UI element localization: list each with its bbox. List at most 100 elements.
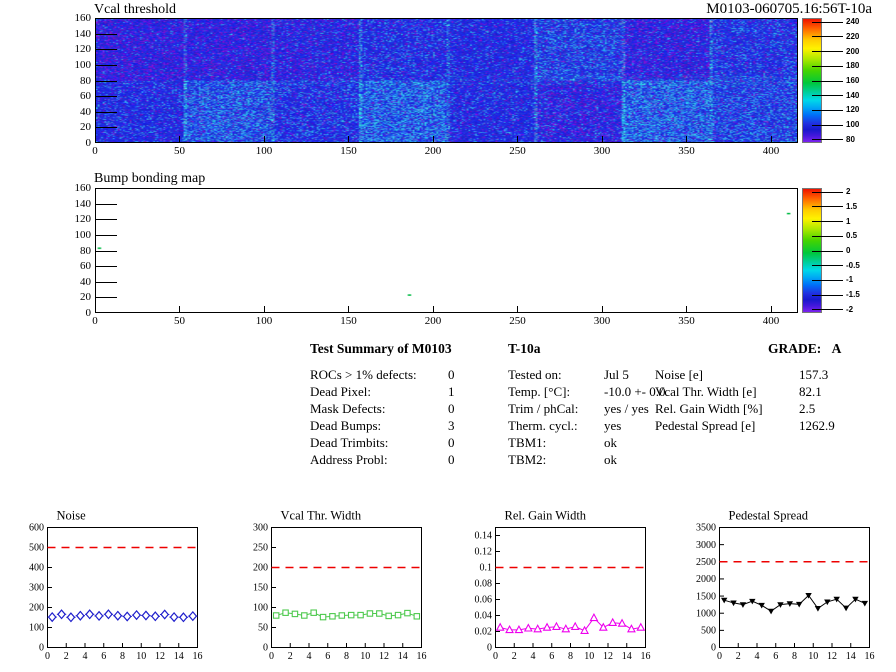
rel-gain-width-plot: Rel. Gain Width 0 0.02 0.04 0.06 0.08 0.1 0.12 0… (475, 509, 651, 663)
rel-gain-width-ytick-label: 0.02 (475, 627, 493, 638)
bump-bonding-colorbar-tick (812, 191, 843, 193)
vcal-threshold-colorbar-label: 180 (846, 61, 860, 71)
summary-conditions-value: ok (604, 452, 617, 467)
vcal-threshold-colorbar-tick (812, 65, 843, 67)
vcal-threshold-ytick (95, 64, 117, 66)
noise-marker (179, 612, 188, 623)
pedestal-spread-marker (739, 602, 747, 608)
pedestal-spread-ytick-label: 1500 (696, 591, 716, 602)
bump-bonding-colorbar-tick (812, 265, 843, 267)
pedestal-spread-xtick-label: 14 (846, 651, 856, 662)
pedestal-spread-xtick-label: 2 (736, 651, 741, 662)
rel-gain-width-title: Rel. Gain Width (505, 509, 587, 523)
bump-bonding-xtick (263, 306, 265, 312)
summary-conditions-value: yes (604, 418, 622, 433)
vcal-thr-width-xtick-label: 0 (269, 651, 274, 662)
bump-bonding-xtick (432, 306, 434, 312)
vcal-threshold-colorbar-tick (812, 36, 843, 38)
summary-conditions-label: Tested on: (508, 367, 562, 382)
rel-gain-width-marker (608, 617, 618, 626)
vcal-threshold-colorbar-tick (812, 80, 843, 82)
bump-bonding-ytick-label: 40 (80, 275, 91, 288)
summary-conditions-value: -10.0 +- 0.0 (604, 384, 666, 399)
pedestal-spread-xtick-label: 0 (717, 651, 722, 662)
vcal-thr-width-xtick-label: 4 (307, 651, 312, 662)
bump-bonding-colorbar-tick (812, 294, 843, 296)
grade: GRADE: A (768, 341, 841, 357)
noise-marker (47, 611, 57, 623)
noise-ytick-label: 500 (29, 543, 44, 554)
bump-bonding-ytick (95, 266, 117, 268)
rel-gain-width-marker (589, 612, 599, 622)
grade-value: A (831, 341, 842, 356)
vcal-threshold-ytick-label: 80 (80, 74, 91, 87)
vcal-threshold-colorbar-tick (812, 21, 843, 23)
vcal-threshold-xtick (601, 136, 603, 142)
pedestal-spread-title: Pedestal Spread (729, 509, 809, 523)
bump-bonding-colorbar-label: -1 (846, 275, 854, 285)
bump-bonding-xtick (179, 306, 181, 312)
vcal-thr-width-marker (329, 613, 336, 620)
rel-gain-width-marker (533, 624, 543, 633)
bump-bonding-ytick-label: 140 (74, 197, 92, 210)
vcal-thr-width-marker (272, 612, 280, 619)
bump-bonding-xtick (770, 306, 772, 312)
rel-gain-width-marker (627, 624, 636, 633)
bump-bonding-plot-area (95, 188, 798, 313)
rel-gain-width-marker (542, 622, 552, 631)
vcal-thr-width-xtick-label: 6 (325, 651, 330, 662)
bump-bonding-colorbar-tick (812, 235, 843, 237)
vcal-thr-width-xtick-label: 2 (288, 651, 293, 662)
vcal-thr-width-plot: Vcal Thr. Width 0 50 100 150 200 250 300 0 2 4 6 8 10… (253, 509, 427, 663)
bump-bonding-colorbar-tick (812, 221, 843, 223)
noise-title: Noise (57, 509, 87, 523)
bump-bonding-colorbar-label: 2 (846, 187, 851, 197)
noise-xtick-label: 2 (64, 651, 69, 662)
noise-ytick-label: 200 (29, 603, 44, 614)
bump-bonding-colorbar-label: -1.5 (846, 290, 860, 300)
vcal-threshold-colorbar-label: 120 (846, 105, 860, 115)
vcal-threshold-colorbar-label: 200 (846, 46, 860, 56)
summary-conditions-label: Therm. cycl.: (508, 418, 578, 433)
bump-bonding-xtick-label: 350 (678, 315, 695, 327)
vcal-thr-width-ytick-label: 100 (253, 603, 268, 614)
pedestal-spread-ytick-label: 0 (711, 643, 716, 654)
vcal-thr-width-marker (319, 613, 327, 621)
vcal-thr-width-ytick-label: 250 (253, 543, 268, 554)
summary-results-label: Pedestal Spread [e] (655, 418, 756, 433)
pedestal-spread-marker (861, 600, 869, 607)
summary-defects-label: Dead Trimbits: (310, 435, 389, 450)
bump-bonding-ytick (95, 203, 117, 205)
vcal-thr-width-xtick-label: 10 (360, 651, 370, 662)
rel-gain-width-ytick-label: 0 (487, 643, 492, 654)
vcal-threshold-ytick (95, 96, 117, 98)
vcal-thr-width-marker (404, 609, 411, 617)
vcal-threshold-colorbar-label: 220 (846, 31, 860, 41)
vcal-threshold-ytick-label: 100 (74, 58, 92, 71)
vcal-threshold-colorbar-tick (812, 51, 843, 53)
bump-bonding-colorbar-label: 1.5 (846, 201, 858, 211)
rel-gain-width-xtick-label: 0 (493, 651, 498, 662)
noise-ytick-label: 0 (39, 643, 44, 654)
pedestal-spread-plot: Pedestal Spread 0 500 1000 1500 2000 2500 3000 3… (696, 509, 875, 663)
vcal-thr-width-title: Vcal Thr. Width (281, 509, 362, 523)
pedestal-spread-ytick-label: 2500 (696, 557, 716, 568)
pedestal-spread-marker (758, 602, 765, 609)
bump-bonding-colorbar-tick (812, 279, 843, 281)
pedestal-spread-xtick-label: 16 (865, 651, 875, 662)
pedestal-spread-ytick-label: 3000 (696, 540, 716, 551)
vcal-thr-width-xtick-label: 8 (344, 651, 349, 662)
summary-defects-label: Mask Defects: (310, 401, 386, 416)
vcal-thr-width-marker (301, 612, 308, 619)
noise-marker (94, 610, 104, 622)
rel-gain-width-xtick-label: 2 (512, 651, 517, 662)
pedestal-spread-marker (852, 596, 859, 603)
noise-xtick-label: 14 (174, 651, 184, 662)
bump-bonding-xtick-label: 300 (593, 315, 611, 327)
rel-gain-width-ytick-label: 0.06 (475, 595, 493, 606)
rel-gain-width-marker (561, 624, 571, 633)
summary-defects-value: 0 (448, 401, 455, 416)
summary-results-value: 82.1 (799, 384, 822, 399)
noise-ytick-label: 100 (29, 623, 44, 634)
vcal-thr-width-marker (282, 609, 289, 616)
